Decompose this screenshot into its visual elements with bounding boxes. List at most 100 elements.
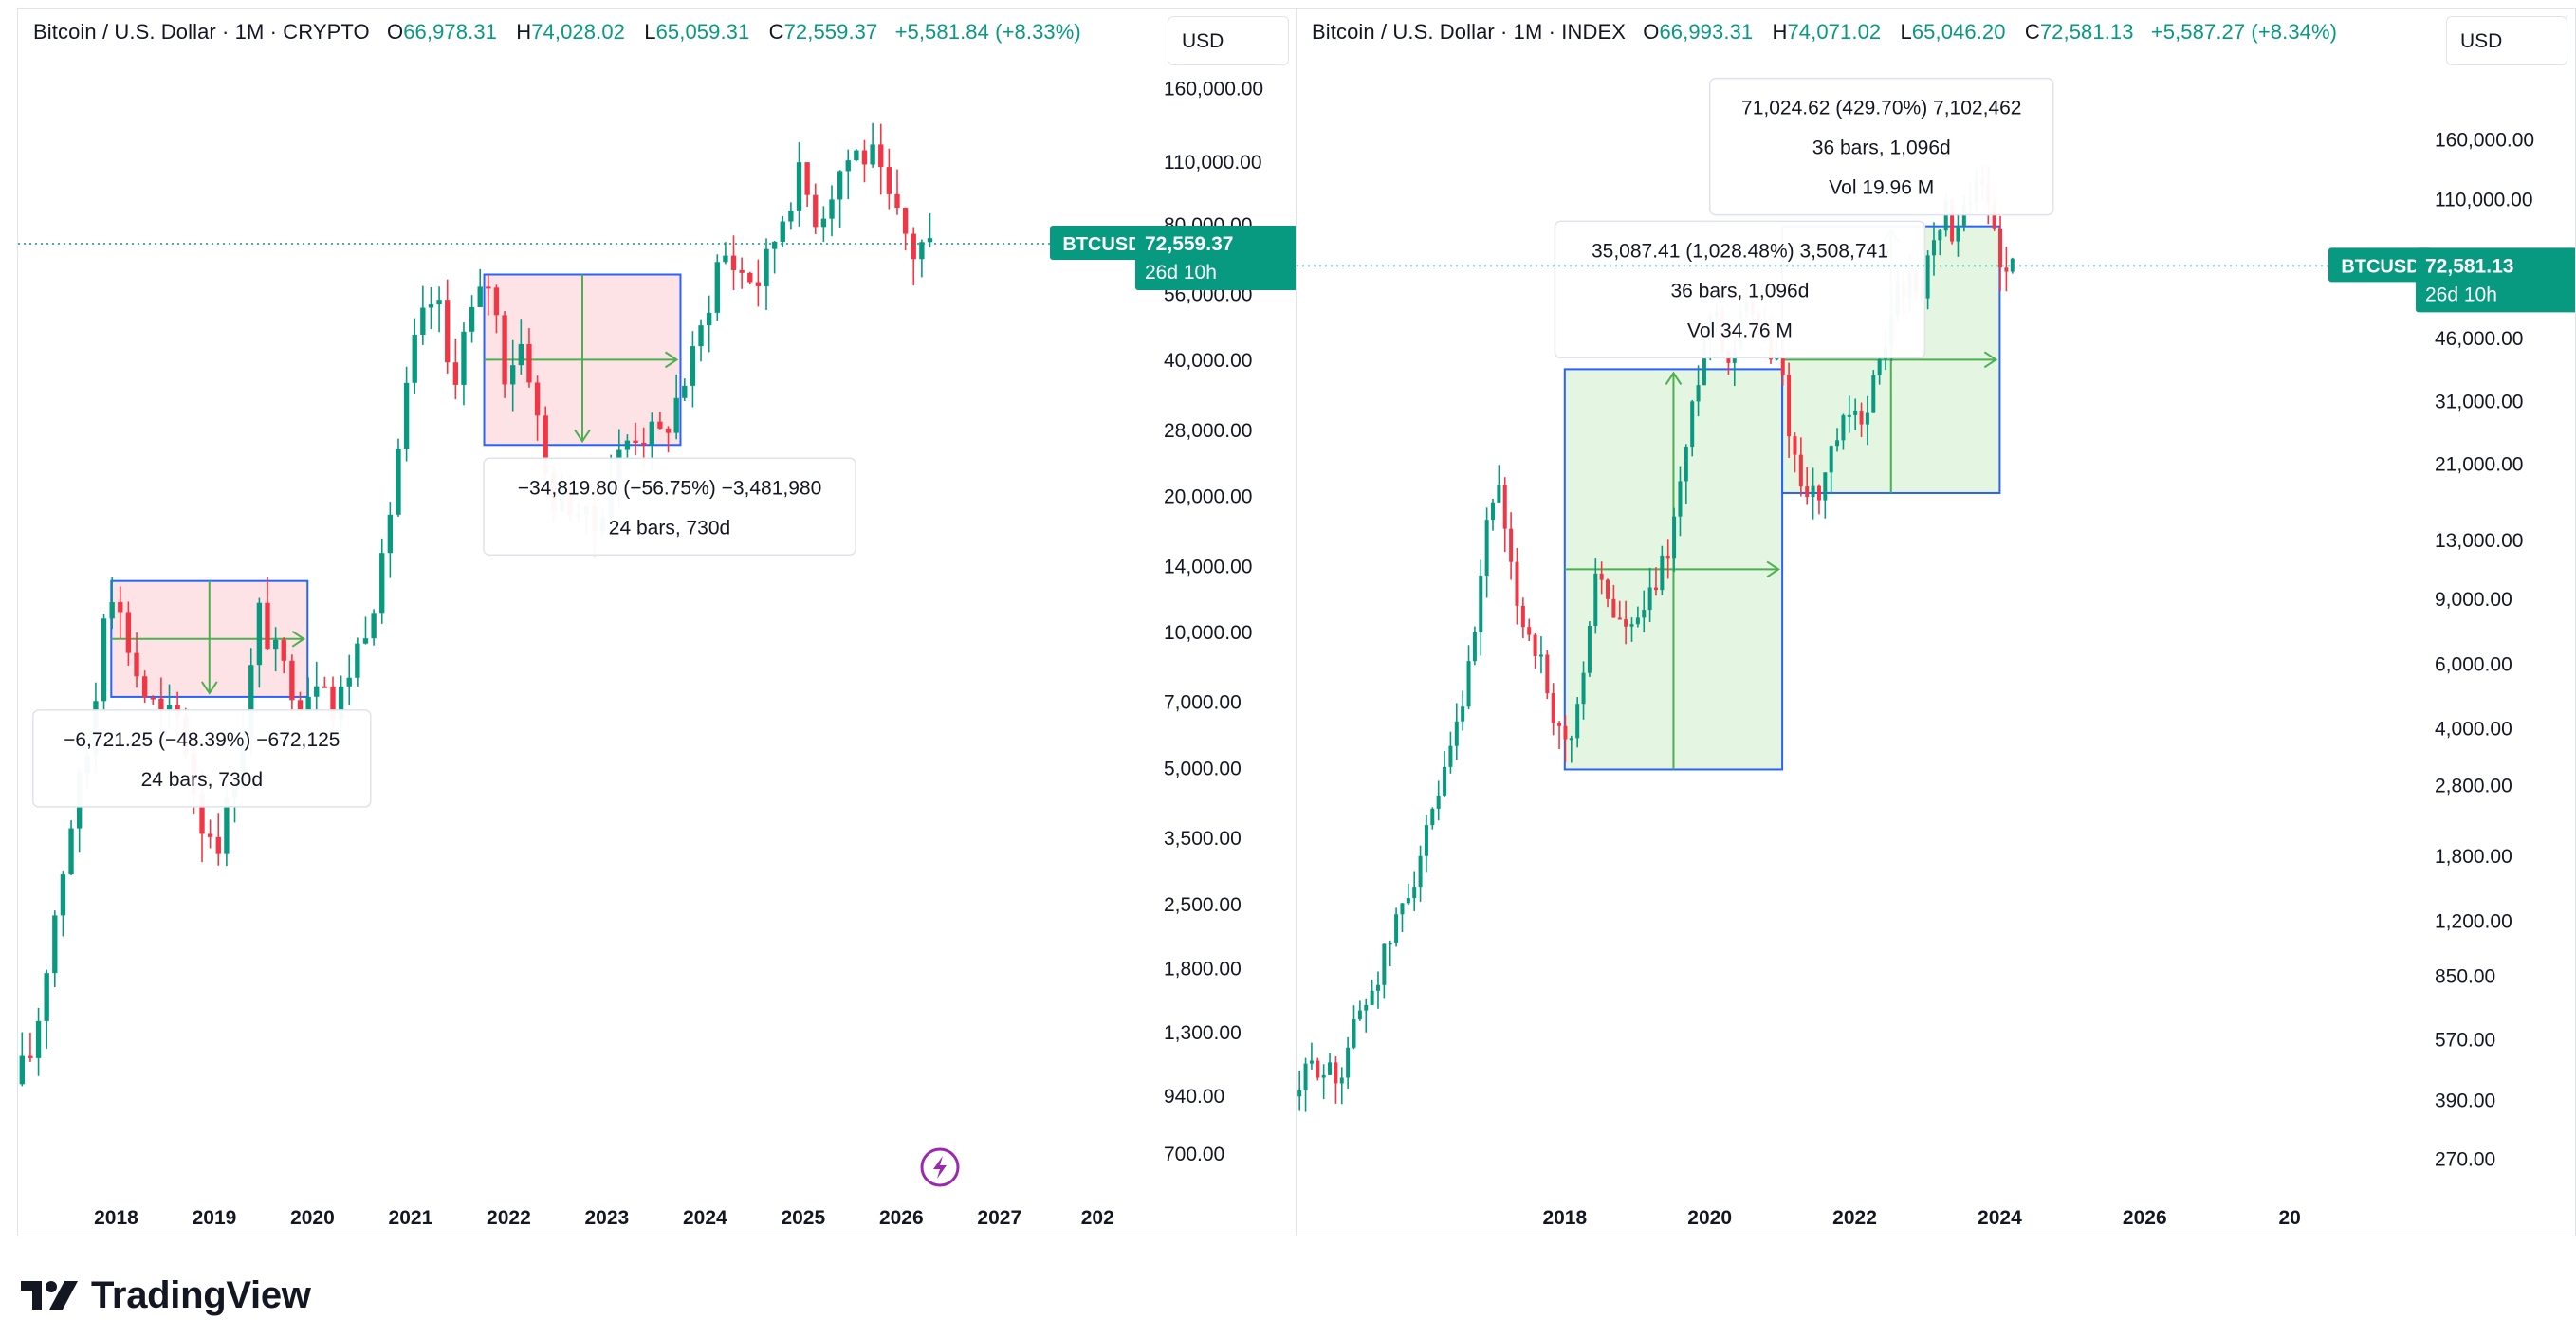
y-axis-tick-label: 850.00 [2435,965,2495,987]
candle-body [1811,485,1815,498]
chart-canvas-right[interactable]: 160,000.00 110,000.00 46,000.00 31,000.00 21… [1297,9,2576,1236]
y-axis-tick-label: 6,000.00 [2435,653,2512,675]
candle-body [624,440,631,450]
measure-label-box [483,457,856,557]
candle-body [420,307,426,336]
legend-title: Bitcoin / U.S. Dollar · 1M · INDEX [1312,20,1627,44]
candle-body [1328,1062,1333,1075]
candle-body [1443,766,1447,796]
y-axis-tick-label: 20,000.00 [1164,486,1252,508]
candle-body [673,397,679,433]
candle-body [1412,887,1417,899]
currency-button-right[interactable]: USD [2446,16,2567,65]
candle-body [1382,943,1387,985]
candle-body [158,698,164,710]
y-axis-tick-label: 1,300.00 [1164,1022,1242,1044]
x-axis-tick-label: 2024 [1978,1207,2022,1229]
legend-low-key: L [1900,20,1912,44]
chart-pane-right[interactable]: 160,000.00 110,000.00 46,000.00 31,000.00 21… [1296,8,2576,1236]
candle-body [1992,203,1996,229]
candle-body [1309,1060,1314,1064]
candle-body [199,794,205,834]
tradingview-branding[interactable]: TradingView [21,1269,311,1322]
x-axis-tick-label: 2020 [1687,1207,1732,1229]
candle-body [379,553,385,614]
candle-body [1642,610,1647,618]
candle-body [1515,561,1519,606]
legend-close: 72,581.13 [2039,20,2134,44]
measure-arrowhead-horizontal [664,351,679,369]
candle-body [1569,738,1573,741]
candle-body [1938,230,1942,241]
x-axis-tick-label: 2020 [290,1207,335,1229]
legend-high: 74,071.02 [1787,20,1882,44]
candle-body [19,1055,25,1085]
candle-body [1690,401,1695,448]
candle-body [305,696,311,711]
candle-body [355,643,360,678]
candle-body [272,639,279,650]
y-axis-tick-label: 1,200.00 [2435,910,2512,932]
candle-body [1587,626,1592,673]
measure-arrowhead-horizontal [1766,560,1780,578]
candle-body [804,162,810,195]
candle-body [118,602,123,613]
measure-label-box [1709,77,2054,216]
legend-open: 66,993.31 [1659,20,1754,44]
legend-close-key: C [768,20,784,44]
measure-arrowhead-vertical [574,429,591,444]
legend-change: +5,581.84 (+8.33%) [894,20,1081,44]
y-axis-tick-label: 160,000.00 [2435,129,2534,151]
candle-body [314,686,320,697]
y-axis-tick-label: 10,000.00 [1164,622,1252,644]
candle-body [526,343,532,383]
x-axis-tick-label: 20 [2278,1207,2300,1229]
measure-label-text: 24 bars, 730d [141,769,263,791]
candle-body [452,362,459,385]
candle-body [1684,447,1688,482]
candle-body [730,255,737,270]
measure-label-text: 71,024.62 (429.70%) 7,102,462 [1741,98,2021,119]
x-axis-tick-label: 2019 [193,1207,237,1229]
candle-body [141,676,148,698]
candle-body [518,343,524,366]
candle-body [1461,706,1465,722]
candle-body [1352,1019,1356,1048]
candle-body [1660,555,1665,591]
y-axis-tick-label: 21,000.00 [2435,453,2523,475]
legend-title: Bitcoin / U.S. Dollar · 1M · CRYPTO [33,20,370,44]
candle-body [166,705,173,710]
x-axis-tick-label: 2018 [1542,1207,1587,1229]
candle-body [1436,795,1441,809]
chart-canvas-left[interactable]: 160,000.00110,000.0080,000.0056,000.0040… [18,9,1297,1236]
candle-body [346,677,352,687]
candle-body [1805,486,1810,498]
chart-pane-left[interactable]: 160,000.00 110,000.00 80,000.00 56,000.00 40… [17,8,1297,1236]
legend-open: 66,978.31 [403,20,497,44]
candle-body [1394,914,1399,943]
candle-body [1375,984,1380,991]
candle-body [771,242,778,249]
candle-body [747,272,753,283]
candle-body [1357,1010,1362,1020]
candle-body [461,331,467,385]
candle-body [1931,240,1936,256]
candle-body [44,973,49,1021]
candle-body [207,833,213,837]
y-axis-tick-label: 4,000.00 [2435,719,2512,741]
candle-body [477,286,483,307]
candle-body [1466,661,1471,707]
candle-body [125,612,132,653]
legend-close: 72,559.37 [783,20,878,44]
y-axis-tick-label: 2,500.00 [1164,894,1242,916]
candle-body [1629,624,1634,627]
candle-body [1479,576,1483,632]
candle-body [1418,855,1423,888]
candle-body [502,315,507,385]
y-axis-tick-label: 570.00 [2435,1030,2495,1052]
candle-body [780,221,785,243]
candle-body [1593,573,1598,627]
currency-button-left[interactable]: USD [1168,16,1289,65]
y-axis-tick-label: 40,000.00 [1164,350,1252,372]
y-axis-tick-label: 940.00 [1164,1086,1224,1108]
